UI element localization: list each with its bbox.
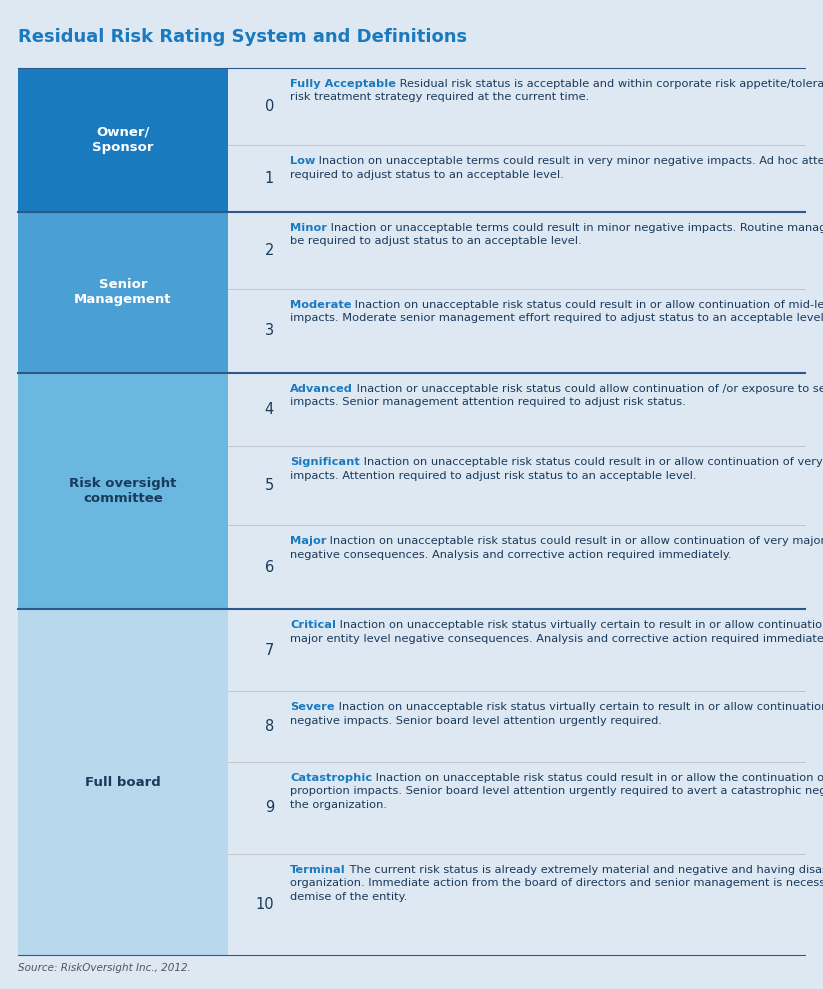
Text: impacts. Attention required to adjust risk status to an acceptable level.: impacts. Attention required to adjust ri… xyxy=(290,471,696,481)
Text: Moderate: Moderate xyxy=(290,300,351,310)
Text: Inaction on unacceptable risk status could result in or allow continuation of ve: Inaction on unacceptable risk status cou… xyxy=(360,458,823,468)
Text: Source: RiskOversight Inc., 2012.: Source: RiskOversight Inc., 2012. xyxy=(18,963,191,973)
Text: the organization.: the organization. xyxy=(290,799,387,810)
Text: Minor: Minor xyxy=(290,223,327,232)
Text: Inaction or unacceptable terms could result in minor negative impacts. Routine m: Inaction or unacceptable terms could res… xyxy=(327,223,823,232)
Text: Terminal: Terminal xyxy=(290,865,346,875)
Text: impacts. Senior management attention required to adjust risk status.: impacts. Senior management attention req… xyxy=(290,398,686,407)
Text: Low: Low xyxy=(290,156,315,166)
Text: negative impacts. Senior board level attention urgently required.: negative impacts. Senior board level att… xyxy=(290,716,662,726)
Text: Residual risk status is acceptable and within corporate risk appetite/tolerance.: Residual risk status is acceptable and w… xyxy=(396,79,823,89)
Text: risk treatment strategy required at the current time.: risk treatment strategy required at the … xyxy=(290,93,589,103)
Text: negative consequences. Analysis and corrective action required immediately.: negative consequences. Analysis and corr… xyxy=(290,550,732,560)
Bar xyxy=(18,373,228,609)
Text: Risk oversight
committee: Risk oversight committee xyxy=(69,477,177,505)
Text: The current risk status is already extremely material and negative and having di: The current risk status is already extre… xyxy=(346,865,823,875)
Text: Inaction on unacceptable risk status could result in or allow continuation of mi: Inaction on unacceptable risk status cou… xyxy=(351,300,823,310)
Text: Inaction on unacceptable risk status could result in or allow the continuation o: Inaction on unacceptable risk status cou… xyxy=(372,772,823,782)
Text: be required to adjust status to an acceptable level.: be required to adjust status to an accep… xyxy=(290,236,582,246)
Text: 2: 2 xyxy=(265,243,274,258)
Text: organization. Immediate action from the board of directors and senior management: organization. Immediate action from the … xyxy=(290,878,823,888)
Text: 4: 4 xyxy=(265,403,274,417)
Text: Full board: Full board xyxy=(85,775,160,788)
Text: Senior
Management: Senior Management xyxy=(74,278,172,307)
Text: impacts. Moderate senior management effort required to adjust status to an accep: impacts. Moderate senior management effo… xyxy=(290,314,823,323)
Text: Inaction or unacceptable risk status could allow continuation of /or exposure to: Inaction or unacceptable risk status cou… xyxy=(353,384,823,394)
Text: 10: 10 xyxy=(255,897,274,912)
Text: Severe: Severe xyxy=(290,702,335,712)
Text: Catastrophic: Catastrophic xyxy=(290,772,372,782)
Text: Inaction on unacceptable risk status virtually certain to result in or allow con: Inaction on unacceptable risk status vir… xyxy=(336,620,823,630)
Text: Inaction on unacceptable risk status could result in or allow continuation of ve: Inaction on unacceptable risk status cou… xyxy=(327,536,823,546)
Text: demise of the entity.: demise of the entity. xyxy=(290,892,407,902)
Text: Advanced: Advanced xyxy=(290,384,353,394)
Text: 3: 3 xyxy=(265,323,274,338)
Text: Inaction on unacceptable terms could result in very minor negative impacts. Ad h: Inaction on unacceptable terms could res… xyxy=(315,156,823,166)
Text: Major: Major xyxy=(290,536,327,546)
Text: 9: 9 xyxy=(265,800,274,815)
Text: Fully Acceptable: Fully Acceptable xyxy=(290,79,396,89)
Bar xyxy=(18,609,228,955)
Text: 5: 5 xyxy=(265,479,274,494)
Text: 6: 6 xyxy=(265,560,274,575)
Text: Residual Risk Rating System and Definitions: Residual Risk Rating System and Definiti… xyxy=(18,28,467,46)
Text: 1: 1 xyxy=(265,171,274,186)
Text: Critical: Critical xyxy=(290,620,336,630)
Bar xyxy=(18,68,228,212)
Text: proportion impacts. Senior board level attention urgently required to avert a ca: proportion impacts. Senior board level a… xyxy=(290,786,823,796)
Text: 0: 0 xyxy=(265,99,274,114)
Text: Owner/
Sponsor: Owner/ Sponsor xyxy=(92,126,154,154)
Text: major entity level negative consequences. Analysis and corrective action require: major entity level negative consequences… xyxy=(290,634,823,644)
Text: 7: 7 xyxy=(265,643,274,658)
Text: Significant: Significant xyxy=(290,458,360,468)
Text: required to adjust status to an acceptable level.: required to adjust status to an acceptab… xyxy=(290,169,564,180)
Text: 8: 8 xyxy=(265,719,274,734)
Bar xyxy=(18,212,228,373)
Text: Inaction on unacceptable risk status virtually certain to result in or allow con: Inaction on unacceptable risk status vir… xyxy=(335,702,823,712)
